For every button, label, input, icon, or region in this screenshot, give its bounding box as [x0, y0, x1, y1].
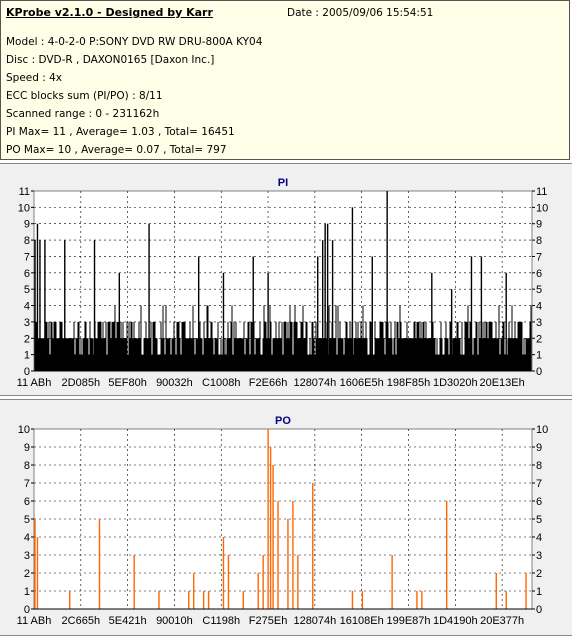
- po-xtick-label: 2C665h: [62, 615, 101, 627]
- po-xtick-label: 16108Eh: [340, 615, 384, 627]
- po-xtick-label: 5E421h: [109, 615, 147, 627]
- pi-xtick-label: 128074h: [293, 377, 336, 389]
- pi-xtick-label: 90032h: [156, 377, 193, 389]
- pi-ytick-label-right: 3: [536, 317, 542, 329]
- pi-ytick-label: 9: [24, 219, 30, 231]
- po-ytick-label-right: 7: [536, 478, 542, 490]
- po-ytick-label-right: 10: [536, 424, 548, 436]
- pi-chart-panel: PI 0 0 1 1 2 2 3 3 4 4 5 5 6 6 7 7 8 8 9 9 10 10 11 11 11 ABh 2D08…: [0, 163, 572, 396]
- po-xtick-label: 11 ABh: [17, 615, 52, 627]
- pi-ytick-label: 7: [24, 251, 30, 263]
- po-ytick-label: 3: [24, 550, 30, 562]
- pi-xtick-label: 20E13Eh: [479, 377, 524, 389]
- pi-ytick-label-right: 11: [536, 186, 547, 198]
- info-pi-stats: PI Max= 11 , Average= 1.03 , Total= 1645…: [6, 126, 235, 138]
- po-ytick-label: 7: [24, 478, 30, 490]
- pi-xtick-label: F2E66h: [249, 377, 288, 389]
- po-plot-area: [33, 428, 533, 610]
- pi-ytick-label-right: 6: [536, 268, 542, 280]
- po-ytick-label-right: 5: [536, 514, 542, 526]
- po-ytick-label-right: 8: [536, 460, 542, 472]
- pi-ytick-label-right: 7: [536, 251, 542, 263]
- pi-ytick-label: 1: [24, 350, 30, 362]
- info-model: Model : 4-0-2-0 P:SONY DVD RW DRU-800A K…: [6, 36, 263, 48]
- scan-date: Date : 2005/09/06 15:54:51: [287, 7, 434, 19]
- info-disc: Disc : DVD-R , DAXON0165 [Daxon Inc.]: [6, 54, 215, 66]
- pi-ytick-label: 11: [19, 186, 30, 198]
- pi-ytick-label: 3: [24, 317, 30, 329]
- po-xtick-label: 20E377h: [480, 615, 524, 627]
- pi-ytick-label: 6: [24, 268, 30, 280]
- po-ytick-label: 10: [18, 424, 30, 436]
- pi-ytick-label: 4: [24, 301, 30, 313]
- po-ytick-label: 2: [24, 568, 30, 580]
- po-ytick-label-right: 3: [536, 550, 542, 562]
- po-ytick-label: 5: [24, 514, 30, 526]
- pi-xtick-label: 5EF80h: [108, 377, 147, 389]
- pi-ytick-label-right: 0: [536, 366, 542, 378]
- pi-ytick-label: 8: [24, 235, 30, 247]
- info-scanned-range: Scanned range : 0 - 231162h: [6, 108, 160, 120]
- pi-ytick-label-right: 5: [536, 284, 542, 296]
- pi-ytick-label-right: 4: [536, 301, 542, 313]
- pi-chart-title: PI: [278, 177, 288, 189]
- pi-xtick-label: 1D3020h: [433, 377, 478, 389]
- pi-ytick-label-right: 2: [536, 333, 542, 345]
- pi-xtick-label: 1606E5h: [340, 377, 384, 389]
- pi-xtick-label: C1008h: [202, 377, 241, 389]
- po-ytick-label-right: 1: [536, 586, 542, 598]
- po-xtick-label: C1198h: [202, 615, 240, 627]
- po-xtick-label: 199E87h: [386, 615, 430, 627]
- info-panel: KProbe v2.1.0 - Designed by Karr Date : …: [0, 0, 570, 160]
- po-ytick-label: 8: [24, 460, 30, 472]
- po-xtick-label: 1D4190h: [433, 615, 478, 627]
- app-title: KProbe v2.1.0 - Designed by Karr: [6, 6, 213, 19]
- pi-ytick-label-right: 9: [536, 219, 542, 231]
- pi-ytick-label: 2: [24, 333, 30, 345]
- po-chart: PO 0 0 1 1 2 2 3 3 4 4 5 5 6 6 7 7 8 8 9 9 10 10 11 ABh 2C665h 5E…: [17, 415, 549, 627]
- pi-ytick-label: 10: [18, 202, 30, 214]
- info-ecc-blocks: ECC blocks sum (PI/PO) : 8/11: [6, 90, 163, 102]
- po-xtick-label: 90010h: [156, 615, 193, 627]
- pi-xtick-label: 198F85h: [387, 377, 430, 389]
- pi-ytick-label-right: 1: [536, 350, 542, 362]
- po-ytick-label-right: 4: [536, 532, 542, 544]
- po-ytick-label-right: 6: [536, 496, 542, 508]
- po-ytick-label: 1: [24, 586, 30, 598]
- po-chart-panel: PO 0 0 1 1 2 2 3 3 4 4 5 5 6 6 7 7 8 8 9 9 10 10 11 ABh 2C665h 5E…: [0, 399, 572, 636]
- pi-ytick-label-right: 8: [536, 235, 542, 247]
- po-chart-title: PO: [275, 415, 291, 427]
- pi-ytick-label: 0: [24, 366, 30, 378]
- po-ytick-label: 4: [24, 532, 30, 544]
- pi-ytick-label: 5: [24, 284, 30, 296]
- po-ytick-label: 6: [24, 496, 30, 508]
- po-xtick-label: F275Eh: [249, 615, 288, 627]
- info-po-stats: PO Max= 10 , Average= 0.07 , Total= 797: [6, 144, 227, 156]
- po-ytick-label-right: 0: [536, 604, 542, 616]
- po-ytick-label: 9: [24, 442, 30, 454]
- pi-xtick-label: 2D085h: [62, 377, 101, 389]
- po-ytick-label-right: 9: [536, 442, 542, 454]
- po-ytick-label-right: 2: [536, 568, 542, 580]
- pi-xtick-label: 11 ABh: [17, 377, 52, 389]
- po-ytick-label: 0: [24, 604, 30, 616]
- po-xtick-label: 128074h: [293, 615, 336, 627]
- info-speed: Speed : 4x: [6, 72, 63, 84]
- pi-ytick-label-right: 10: [536, 202, 548, 214]
